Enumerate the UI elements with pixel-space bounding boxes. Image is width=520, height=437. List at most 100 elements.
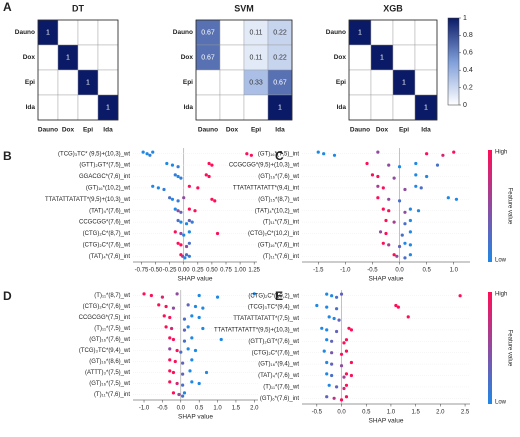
x-tick-label: 1.5 xyxy=(232,406,241,412)
shap-dot xyxy=(197,381,201,386)
heatmap-cell xyxy=(97,19,119,46)
shap-dot xyxy=(419,186,423,190)
feature-label: (TCG)₃TC*(9,4)_wt xyxy=(248,305,299,311)
shap-dot xyxy=(332,396,336,400)
shap-dot xyxy=(173,207,177,211)
heatmap-cell xyxy=(37,44,59,71)
x-tick-label: -1.0 xyxy=(340,268,351,274)
cell-label: 0.67 xyxy=(201,54,215,61)
shap-dot xyxy=(204,173,208,177)
row-label: Epi xyxy=(183,79,193,86)
heatmap-frame xyxy=(195,19,293,121)
heatmap-cell xyxy=(37,69,59,96)
shap-dot xyxy=(165,161,169,166)
colorbar-tick-label: 0.4 xyxy=(463,67,473,74)
feature-label: CCGCGG*(9,5)+(10,3)_wt xyxy=(229,163,300,169)
shap-dot xyxy=(332,316,336,321)
x-tick-label: 0.25 xyxy=(192,268,204,274)
shap-dot xyxy=(177,392,181,397)
column-label: Ida xyxy=(103,127,113,134)
shap-dot xyxy=(160,295,165,299)
shap-dot xyxy=(342,341,346,345)
shap-dot xyxy=(141,150,145,154)
shap-dot xyxy=(171,306,176,310)
shap-dot xyxy=(320,326,324,330)
shap-dot xyxy=(184,253,189,257)
heatmap-cell xyxy=(414,44,438,71)
shap-dot xyxy=(337,318,341,322)
shap-dot xyxy=(387,163,391,167)
shap-dot xyxy=(403,187,407,192)
shap-dot xyxy=(339,398,344,402)
shap-dot xyxy=(182,339,187,343)
shap-dot xyxy=(168,196,172,200)
feature-label: (CTG)₂C*(7,6)_wt xyxy=(83,304,131,310)
shap-dot xyxy=(181,383,185,387)
row-label: Dauno xyxy=(15,29,35,36)
shap-dot xyxy=(157,303,161,307)
shap-dot xyxy=(425,174,429,179)
feature-label: (T)₁₁*(7,6)_wt xyxy=(263,384,299,390)
feature-label: (GT)₁₆*(8,6)_wt xyxy=(89,359,130,365)
x-tick-label: 0.5 xyxy=(195,406,204,412)
shap-dot xyxy=(403,210,407,214)
shap-dot xyxy=(330,294,334,298)
shap-dot xyxy=(175,381,179,386)
cell-label: 1 xyxy=(46,29,50,36)
shap-dot xyxy=(179,210,183,214)
heatmap-cell xyxy=(97,69,119,96)
feature-label: (GT)₁₆*(7,5)_int xyxy=(258,151,299,157)
shap-dot xyxy=(381,241,385,245)
shap-dot xyxy=(187,207,191,211)
shap-dot xyxy=(176,165,180,169)
heatmap-cell xyxy=(267,19,293,46)
x-tick-label: 2.0 xyxy=(250,406,259,412)
feature-label: (T)₁₁*(7,5)_int xyxy=(263,220,299,226)
shap-dot xyxy=(349,373,354,378)
heatmap-cell xyxy=(219,69,245,96)
feature-label: (T)₁₁*(7,5)_wt xyxy=(94,326,130,332)
shap-dot xyxy=(381,207,385,211)
x-tick-label: 0.5 xyxy=(362,410,371,416)
shap-dot xyxy=(182,328,187,332)
row-label: Epi xyxy=(336,79,346,86)
cell-label: 0.22 xyxy=(273,54,287,61)
shap-dot xyxy=(344,395,349,399)
shap-dot xyxy=(196,186,200,190)
shap-dot xyxy=(446,196,450,200)
feature-label: TTATATTATATT*(9,5)+(10,3)_wt xyxy=(214,327,299,333)
shap-dot xyxy=(171,391,176,395)
shap-dot xyxy=(408,243,412,247)
feature-label: (TCG)₃TC*(9,4)_wt xyxy=(79,348,130,354)
shap-dot xyxy=(179,220,183,224)
column-label: Dox xyxy=(62,127,75,134)
shap-dot xyxy=(406,315,410,319)
row-label: Ida xyxy=(184,104,194,111)
feature-label: (GT)₁₆*(9,4)_wt xyxy=(258,362,299,368)
shap-dot xyxy=(168,336,172,340)
x-tick-label: -0.5 xyxy=(157,406,168,412)
shap-dot xyxy=(325,338,329,342)
shap-dot xyxy=(330,362,334,366)
shap-dot xyxy=(201,326,205,331)
shap-dot xyxy=(193,348,198,353)
shap-dot xyxy=(414,184,418,188)
shap-dot xyxy=(441,153,445,157)
shap-dot xyxy=(170,326,174,331)
heatmap-cell xyxy=(392,19,416,46)
shap-dot xyxy=(414,161,418,166)
shap-dot xyxy=(142,292,146,296)
shap-dot xyxy=(179,243,183,247)
feature-label: TTATATTATATT*(9,4)_int xyxy=(233,185,299,191)
shap-dot xyxy=(344,338,349,342)
shap-dot xyxy=(184,244,189,249)
shap-dot xyxy=(397,165,402,169)
shap-dot xyxy=(168,380,172,384)
heatmap-cell xyxy=(414,19,438,46)
feature-label: (GTT)₂GT*(7,6)_wt xyxy=(248,339,299,345)
shap-dot xyxy=(168,347,172,351)
shap-dot xyxy=(207,161,211,166)
shap-dot xyxy=(170,163,175,167)
colorbar-title: Feature value xyxy=(506,188,512,225)
x-tick-label: 0.5 xyxy=(422,268,431,274)
